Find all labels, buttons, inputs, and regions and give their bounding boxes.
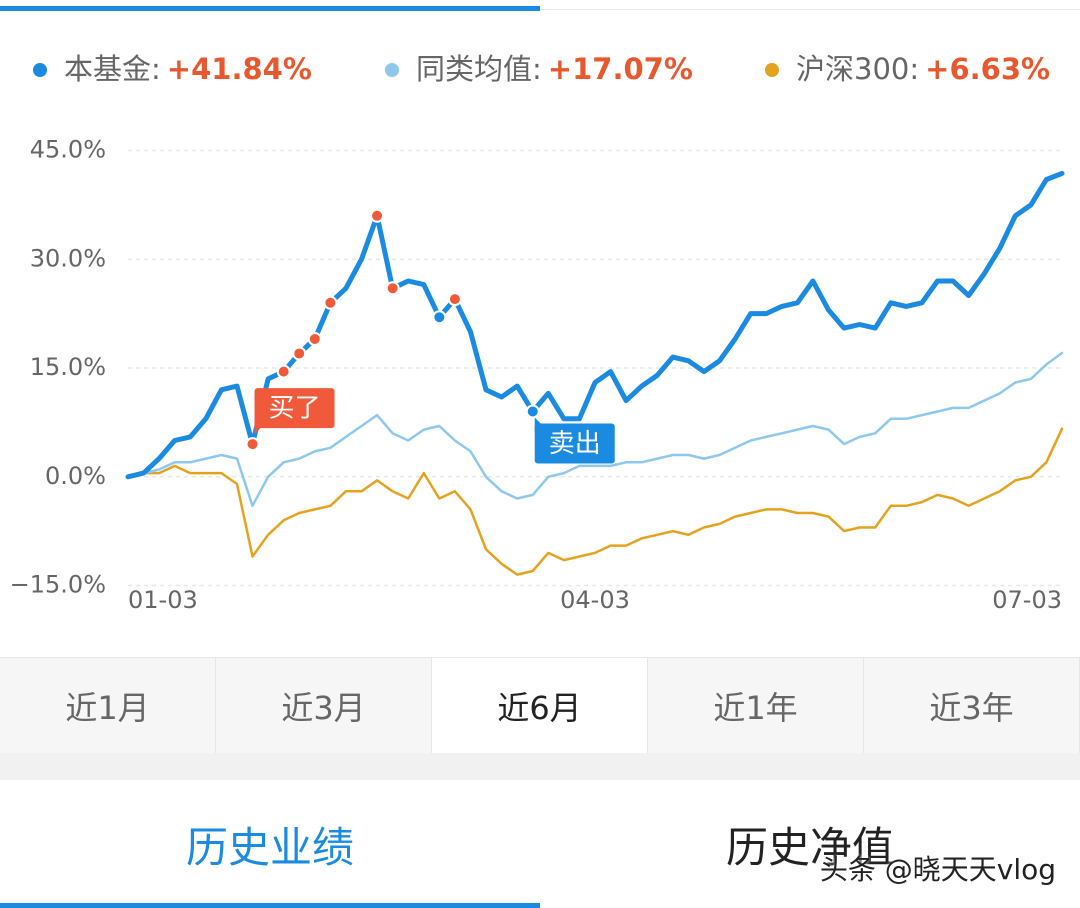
- tab[interactable]: 近3年: [864, 658, 1080, 754]
- annotation-label: 卖出: [549, 429, 601, 459]
- legend-swatch: [33, 63, 47, 77]
- top-divider: [540, 9, 1080, 10]
- annotation-box: [534, 423, 615, 464]
- trade-marker: [323, 295, 338, 310]
- tab[interactable]: 近3月: [216, 658, 432, 754]
- trade-marker: [307, 332, 322, 346]
- y-tick-label: 0.0%: [45, 462, 106, 490]
- y-tick-label: 45.0%: [30, 136, 106, 164]
- y-tick-label: 15.0%: [30, 353, 106, 381]
- trade-marker: [385, 281, 400, 296]
- x-tick-label: 07-03: [992, 586, 1062, 614]
- btab[interactable]: 历史净值: [725, 822, 894, 872]
- legend-text: 本基金: [64, 52, 151, 86]
- tab[interactable]: 近1年: [648, 658, 864, 754]
- tab[interactable]: 近1月: [0, 658, 216, 754]
- legend-entry: 本基金: +41.84%: [64, 52, 312, 86]
- legend-text: 沪深300: [796, 52, 909, 86]
- legend-swatch: [385, 63, 399, 77]
- legend-text: :: [151, 52, 161, 86]
- legend-text: 同类均值: [416, 52, 532, 86]
- legend-swatch: [765, 63, 779, 77]
- legend-text: :: [532, 52, 542, 86]
- y-tick-label: 30.0%: [30, 244, 106, 272]
- legend-change: +41.84%: [167, 52, 312, 86]
- trade-marker: [276, 364, 291, 379]
- series-line: [126, 427, 1064, 576]
- legend-entry: 同类均值: +17.07%: [416, 52, 693, 86]
- annotation-label: 买了: [269, 394, 321, 424]
- trade-marker: [245, 437, 260, 452]
- series-line: [126, 351, 1064, 508]
- trade-marker: [447, 292, 462, 307]
- trade-marker: [292, 346, 307, 361]
- tab[interactable]: 近6月: [432, 658, 648, 754]
- bottom-tabs: 历史业绩 历史净值: [0, 780, 1080, 908]
- separator: [0, 753, 1080, 780]
- chart: 45.0% 30.0% 15.0% 0.0% −15.0% 01-03 04-03 07-03…: [0, 6, 1080, 614]
- legend-change: +17.07%: [548, 52, 693, 86]
- range-tabs: 近1月 近3月 近6月 近1年 近3年: [0, 657, 1080, 754]
- x-tick-label: 01-03: [128, 586, 198, 614]
- legend-text: :: [909, 52, 919, 86]
- legend-change: +6.63%: [925, 52, 1050, 86]
- trade-marker: [525, 404, 540, 419]
- btab[interactable]: 历史业绩: [0, 780, 540, 908]
- watermark: 头条 @晓天天vlog: [819, 853, 1056, 886]
- legend-entry: 沪深300: +6.63%: [796, 52, 1050, 86]
- x-tick-label: 04-03: [560, 586, 630, 614]
- y-tick-label: −15.0%: [10, 571, 106, 599]
- trade-marker: [432, 310, 447, 325]
- annotation-box: [254, 388, 335, 429]
- top-tab-indicator: [0, 6, 540, 11]
- trade-marker: [370, 208, 385, 223]
